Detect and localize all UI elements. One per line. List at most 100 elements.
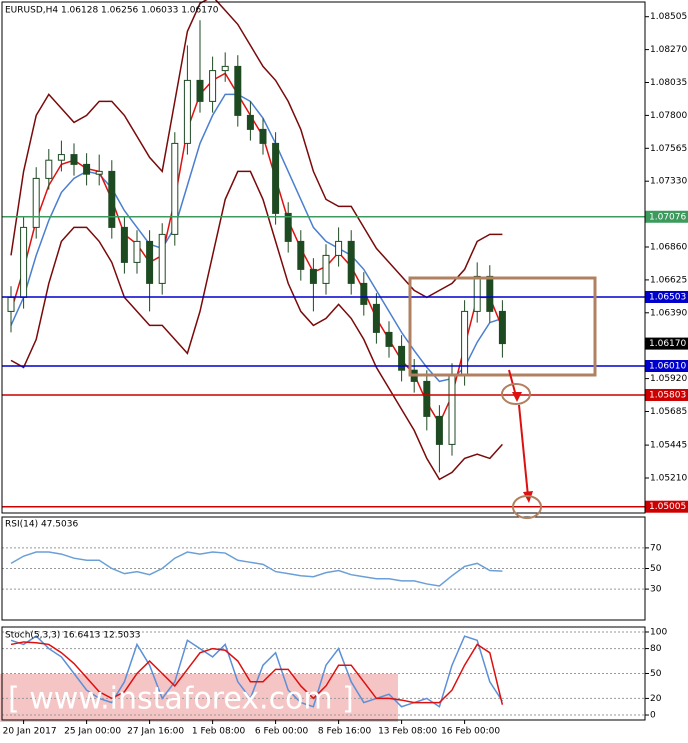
y-tick-label: 1.08270 [650, 45, 687, 55]
level-tag [645, 388, 688, 401]
series-line [10, 551, 503, 587]
target-circle [512, 495, 542, 519]
candle-body [183, 79, 191, 144]
x-tick-label: 8 Feb 16:00 [318, 727, 372, 737]
stoch-panel [1, 626, 646, 721]
series-line [10, 170, 503, 481]
level-tag [645, 210, 688, 223]
y-tick-label: 1.07565 [650, 144, 687, 154]
candle-body [272, 142, 280, 214]
y-tick-label: 1.05920 [650, 374, 687, 384]
level-label: 1.05005 [649, 502, 686, 512]
series-line [10, 93, 503, 383]
level-label: 1.05803 [649, 390, 686, 400]
candle-body [335, 240, 343, 256]
candle-body [171, 142, 179, 235]
y-tick-label: 30 [650, 585, 662, 595]
candle-body [385, 331, 393, 347]
candle-body [423, 380, 431, 417]
y-tick-label: 80 [650, 644, 662, 654]
y-tick-label: 20 [650, 694, 662, 704]
arrow [518, 404, 529, 497]
candle-body [297, 240, 305, 270]
candle-body [259, 128, 267, 144]
series-line [10, 641, 504, 705]
y-tick-label: 50 [650, 564, 662, 574]
candle-body [486, 275, 494, 312]
y-tick-label: 50 [650, 669, 662, 679]
last-price-tag [645, 337, 688, 350]
candle-body [473, 275, 481, 312]
y-tick-label: 1.06625 [650, 275, 687, 285]
candle-body [20, 226, 28, 298]
target-circle [501, 383, 531, 405]
y-tick-label: 0 [650, 711, 656, 721]
x-tick-label: 16 Feb 00:00 [441, 727, 500, 737]
x-tick-label: 27 Jan 16:00 [127, 727, 184, 737]
series-line [10, 72, 504, 426]
candle-body [57, 154, 65, 161]
level-tag [645, 500, 688, 513]
candle-body [108, 170, 116, 228]
candle-body [7, 296, 15, 312]
x-tick-label: 25 Jan 00:00 [64, 727, 121, 737]
arrow [508, 369, 517, 397]
candle-body [70, 154, 78, 165]
x-tick-label: 20 Jan 2017 [3, 727, 57, 737]
candle-body [461, 310, 469, 375]
candle-body [284, 212, 292, 242]
candle-body [95, 170, 103, 175]
candle-body [360, 282, 368, 305]
candle-body [133, 240, 141, 263]
y-tick-label: 1.05685 [650, 407, 687, 417]
level-tag [645, 290, 688, 303]
candle-body [435, 415, 443, 445]
candle-body [146, 240, 154, 284]
x-tick-label: 1 Feb 08:00 [192, 727, 246, 737]
y-tick-label: 1.06860 [650, 243, 687, 253]
y-tick-label: 1.08505 [650, 12, 687, 22]
y-tick-label: 100 [650, 627, 667, 637]
y-tick-label: 1.06390 [650, 308, 687, 318]
candle-body [196, 79, 204, 102]
rsi-panel [1, 516, 646, 621]
rsi-title: RSI(14) 47.5036 [5, 520, 78, 530]
y-tick-label: 1.08035 [650, 78, 687, 88]
price-panel [1, 1, 646, 514]
level-label: 1.06010 [649, 362, 686, 372]
watermark: [ www.instaforex.com ] [8, 682, 354, 717]
x-tick-label: 6 Feb 00:00 [255, 727, 309, 737]
series-line [10, 0, 503, 299]
candle-body [372, 303, 380, 333]
candle-body [448, 373, 456, 445]
candle-body [209, 70, 217, 102]
candle-body [234, 65, 242, 116]
candle-body [83, 163, 91, 175]
candle-body [398, 345, 406, 371]
candle-body [498, 310, 506, 345]
highlight-box [408, 276, 597, 377]
candle-body [158, 233, 166, 284]
stoch-title: Stoch(5,3,3) 16.6413 12.5033 [5, 631, 140, 641]
candle-body [309, 268, 317, 284]
last-price-label: 1.06170 [649, 339, 686, 349]
candle-body [120, 226, 128, 263]
arrow-head [512, 392, 522, 402]
level-label: 1.07076 [649, 212, 686, 222]
candle-body [221, 65, 229, 72]
y-tick-label: 1.07800 [650, 111, 687, 121]
chart-title: EURUSD,H4 1.06128 1.06256 1.06033 1.0617… [5, 6, 219, 16]
y-tick-label: 1.05210 [650, 474, 687, 484]
y-tick-label: 1.07330 [650, 177, 687, 187]
candle-body [246, 114, 254, 130]
candle-body [45, 159, 53, 179]
level-tag [645, 360, 688, 372]
candle-body [347, 240, 355, 284]
y-tick-label: 70 [650, 543, 662, 553]
y-tick-label: 1.05445 [650, 441, 687, 451]
candle-body [322, 254, 330, 284]
x-tick-label: 13 Feb 08:00 [378, 727, 437, 737]
